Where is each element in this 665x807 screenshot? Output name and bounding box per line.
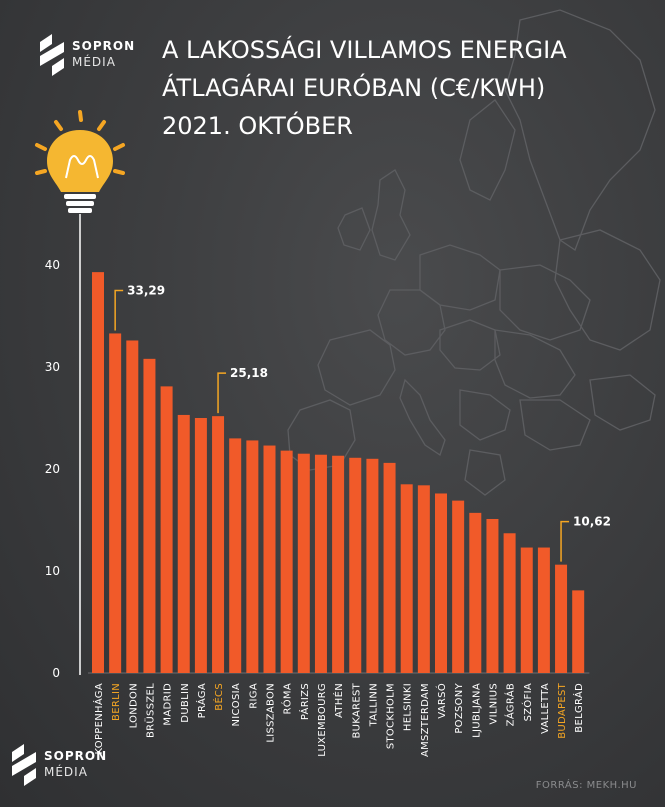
x-tick-label: BUKAREST	[351, 682, 362, 738]
x-tick-label: PRÁGA	[195, 683, 208, 718]
europe-map-background	[287, 9, 661, 496]
x-tick-label: NICOSIA	[231, 683, 242, 727]
brand-name-line1: SOPRON	[72, 39, 135, 53]
x-tick-label: BELGRÁD	[572, 683, 585, 733]
source-note: FORRÁS: MEKH.HU	[536, 778, 637, 791]
x-tick-label: RIGA	[248, 683, 259, 709]
bar-lisszabon	[263, 445, 276, 673]
title-line-3: 2021. OKTÓBER	[162, 110, 353, 140]
x-tick-label: VILNIUS	[488, 683, 499, 725]
x-tick-label: LISSZABON	[266, 683, 277, 743]
x-tick-label: TALLINN	[368, 683, 379, 727]
x-tick-label: POZSONY	[454, 682, 465, 733]
bar-belgrád	[572, 590, 585, 673]
brand-name-bottom-line2: MÉDIA	[44, 764, 88, 779]
x-tick-label: PÁRIZS	[298, 683, 311, 720]
brand-logo: SOPRON MÉDIA	[40, 34, 135, 76]
x-tick-label: AMSZTERDAM	[420, 683, 431, 757]
x-tick-label: VARSÓ	[435, 683, 448, 719]
x-tick-label: MADRID	[163, 683, 174, 726]
brand-mark-icon	[40, 34, 64, 76]
callout-line	[114, 289, 124, 331]
callout-line	[217, 372, 227, 414]
bar-prága	[194, 418, 207, 673]
y-tick-label: 0	[52, 666, 60, 680]
bar-bukarest	[349, 457, 362, 673]
callout-value-label: 33,29	[127, 283, 165, 297]
bar-london	[126, 340, 139, 673]
bar-chart: 0 10 20 30 40 KOPPENHÁGA BERLIN LONDON BRÜSSZEL M…	[45, 258, 611, 757]
x-tick-label: HELSINKI	[403, 683, 414, 731]
light-bulb-icon	[35, 110, 125, 675]
x-tick-label: RÓMA	[281, 683, 294, 715]
x-tick-label: LONDON	[128, 683, 139, 728]
bar-stockholm	[383, 462, 396, 673]
brand-logo-bottom: SOPRON MÉDIA	[12, 744, 107, 786]
y-tick-label: 40	[45, 258, 60, 272]
y-tick-label: 30	[45, 360, 60, 374]
callout-line	[560, 520, 570, 562]
bar-nicosia	[229, 438, 242, 673]
x-tick-label: KOPPENHÁGA	[92, 683, 105, 755]
chart-title: A LAKOSSÁGI VILLAMOS ENERGIA ÁTLAGÁRAI E…	[162, 35, 567, 140]
y-tick-label: 20	[45, 462, 60, 476]
x-tick-label: LJUBLJANA	[471, 683, 482, 738]
bar-bécs	[212, 416, 225, 673]
brand-mark-bottom-icon	[12, 744, 36, 786]
bar-brüsszel	[143, 358, 156, 673]
bar-zágráb	[503, 533, 516, 673]
bar-amszterdam	[417, 485, 430, 673]
bar-koppenhága	[92, 272, 104, 673]
title-line-1: A LAKOSSÁGI VILLAMOS ENERGIA	[162, 35, 567, 64]
bar-valletta	[537, 547, 550, 673]
bar-budapest	[555, 564, 568, 673]
bar-helsinki	[400, 484, 413, 673]
bar-ljubljana	[469, 512, 482, 673]
x-tick-label: LUXEMBOURG	[317, 683, 328, 757]
bar-luxembourg	[314, 454, 327, 673]
bar-riga	[246, 440, 259, 673]
x-tick-label: BRÜSSZEL	[143, 683, 156, 738]
x-tick-label: DUBLIN	[180, 683, 191, 723]
x-tick-label: BÉCS	[212, 683, 225, 711]
bar-vilnius	[486, 518, 499, 673]
brand-name-bottom-line1: SOPRON	[44, 749, 107, 763]
callout-value-label: 10,62	[573, 515, 611, 529]
bar-szófia	[520, 547, 533, 673]
brand-name-line2: MÉDIA	[72, 54, 116, 69]
bar-párizs	[297, 453, 310, 673]
x-tick-label: VALLETTA	[540, 683, 551, 734]
x-tick-label: BUDAPEST	[557, 682, 568, 738]
y-tick-label: 10	[45, 564, 60, 578]
x-tick-label: ZÁGRÁB	[504, 683, 517, 726]
x-tick-label: SZÓFIA	[521, 683, 534, 721]
bar-berlin	[109, 333, 122, 673]
bar-madrid	[160, 386, 173, 673]
x-tick-label: ATHÉN	[332, 683, 345, 718]
title-line-2: ÁTLAGÁRAI EURÓBAN (C€/KWH)	[162, 72, 545, 102]
x-tick-label: STOCKHOLM	[386, 683, 397, 749]
x-tick-label: BERLIN	[111, 683, 122, 721]
bar-pozsony	[452, 500, 465, 673]
bar-dublin	[177, 414, 190, 673]
bar-róma	[280, 450, 293, 673]
bar-varsó	[435, 493, 447, 673]
callout-value-label: 25,18	[230, 366, 268, 380]
bar-athén	[332, 455, 345, 673]
bar-tallinn	[366, 458, 379, 673]
